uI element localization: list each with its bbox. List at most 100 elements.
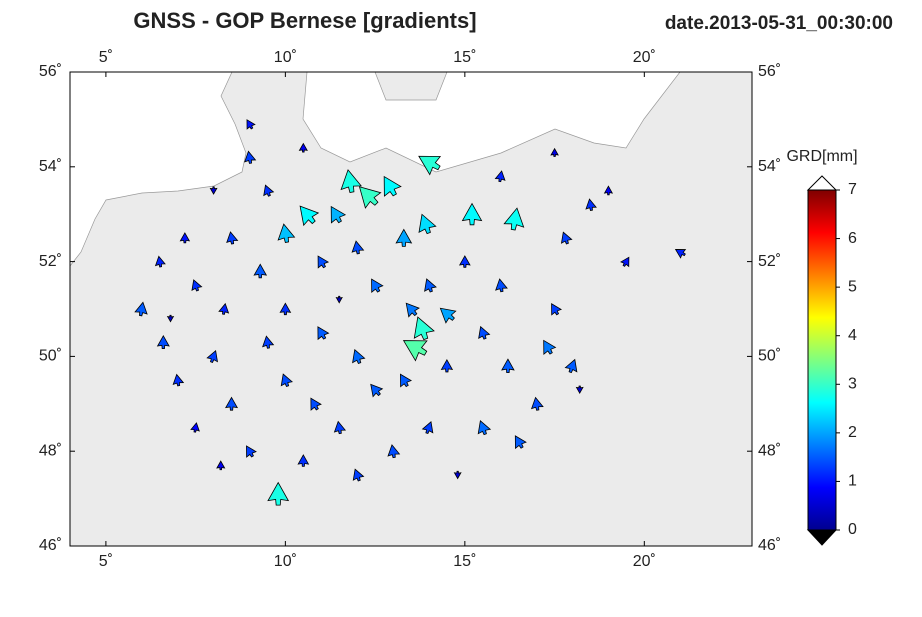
gradient-arrow [330,205,347,224]
colorbar [807,189,837,531]
date-label: date.2013-05-31_00:30:00 [665,13,893,34]
x-tick-label: 15˚ [453,553,476,570]
gradient-arrow [477,420,492,436]
sweden-coast [374,72,448,101]
colorbar-tick-label: 2 [848,424,857,441]
gradient-arrow [244,150,257,164]
gradient-arrow [494,170,506,183]
x-tick-label: 5˚ [99,49,113,66]
gradient-arrow [400,373,413,388]
y-tick-label: 54˚ [39,158,62,175]
y-tick-label: 50˚ [39,348,62,365]
gradient-arrow [246,445,257,458]
gradient-arrow [310,397,322,411]
gradient-arrow [298,142,308,153]
colorbar-tick-label: 3 [848,376,857,393]
basemap [70,72,752,546]
gradient-arrow [402,340,428,362]
gradient-arrow [206,349,218,363]
gradient-arrow [267,481,290,506]
gradient-arrow [216,460,226,471]
x-tick-label: 5˚ [99,553,113,570]
gradient-arrow [418,213,437,235]
gradient-arrow [421,421,434,435]
gradient-arrow [358,186,382,209]
y-tick-label: 56˚ [39,63,62,80]
colorbar-max-triangle [806,175,838,191]
gradient-arrow [603,185,614,196]
y-tick-label: 46˚ [758,537,781,554]
y-tick-label: 52˚ [39,253,62,270]
gradient-arrow [172,373,185,387]
gradient-arrow [575,385,584,394]
gradient-arrow [461,202,483,226]
gradient-arrow [352,348,366,365]
gradient-arrow [514,435,527,450]
gradient-arrow [277,223,296,243]
y-tick-label: 50˚ [758,348,781,365]
gradient-arrow [458,255,471,268]
gradient-arrow [351,240,365,255]
gradient-arrow [413,316,435,341]
gradient-arrow [166,314,175,323]
colorbar-tick-label: 7 [848,181,857,198]
gradient-arrow [179,232,191,244]
y-tick-label: 54˚ [758,158,781,175]
gradient-arrow [134,301,148,317]
north-sea [70,72,247,267]
gradient-arrow [551,303,563,316]
colorbar-tick-label: 5 [848,278,857,295]
y-tick-label: 48˚ [758,442,781,459]
gradient-arrow [495,278,508,293]
gradient-arrow [674,249,687,259]
gradient-arrow [279,302,292,316]
gradient-arrow [190,422,200,433]
x-tick-label: 15˚ [453,49,476,66]
x-tick-label: 10˚ [274,553,297,570]
gradient-arrow [280,373,293,388]
gradient-arrow [226,231,239,245]
gradient-arrow [246,119,256,130]
gradient-arrow [424,278,437,293]
x-tick-label: 20˚ [633,553,656,570]
x-tick-label: 10˚ [274,49,297,66]
gradient-arrow [383,175,402,197]
gradient-arrow [154,255,166,268]
gradient-arrow [371,278,384,294]
gradient-arrow [439,307,457,324]
gradient-arrow [317,326,330,341]
gradient-arrow [209,186,218,195]
gradient-arrow [503,207,525,231]
y-tick-label: 46˚ [39,537,62,554]
gradient-arrow [418,155,442,176]
colorbar-label: GRD[mm] [786,148,857,165]
colorbar-tick-label: 0 [848,521,857,538]
gradient-arrow [440,359,454,373]
gradient-arrow [560,231,573,245]
gradient-arrow [543,339,557,355]
colorbar-min-triangle [806,529,838,546]
x-tick-label: 20˚ [633,49,656,66]
gradient-arrow [156,334,170,349]
gradient-arrow [297,454,310,467]
gradient-arrow [299,205,320,227]
gradient-arrow [340,169,362,193]
y-tick-label: 52˚ [758,253,781,270]
gradient-arrow [387,444,401,459]
gradient-arrow [405,302,420,318]
gradient-arrow [333,420,347,435]
gradient-arrow [453,470,462,480]
y-tick-label: 48˚ [39,442,62,459]
gradient-arrow [352,468,365,482]
y-tick-label: 56˚ [758,63,781,80]
map-frame [69,71,753,547]
gradient-arrow [218,302,230,315]
gradient-arrow [585,198,597,211]
gradient-arrow [564,358,578,374]
gradient-arrow [478,325,491,340]
colorbar-tick-label: 4 [848,327,857,344]
gradient-arrow [191,279,203,292]
gradient-arrow [317,255,330,269]
gradient-arrow [501,358,515,374]
